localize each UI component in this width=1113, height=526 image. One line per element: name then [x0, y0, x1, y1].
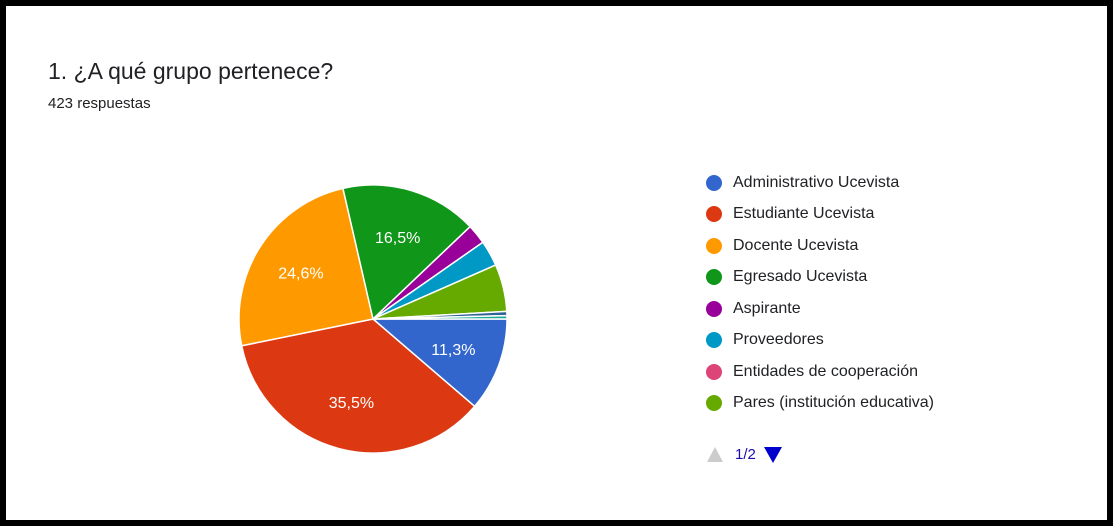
- response-count: 423 respuestas: [48, 95, 151, 112]
- legend-label: Aspirante: [733, 299, 801, 317]
- legend-item[interactable]: Estudiante Ucevista: [706, 199, 934, 231]
- pie-slice-3[interactable]: [342, 184, 472, 321]
- pager-label: 1/2: [735, 446, 756, 463]
- triangle-down-icon[interactable]: [763, 446, 782, 463]
- legend-item[interactable]: Entidades de cooperación: [706, 356, 934, 388]
- legend-label: Estudiante Ucevista: [733, 205, 875, 223]
- triangle-up-icon[interactable]: [707, 447, 723, 462]
- legend-item[interactable]: Docente Ucevista: [706, 230, 934, 262]
- question-title: 1. ¿A qué grupo pertenece?: [48, 58, 334, 84]
- pie-chart: 11,3% 35,5% 24,6% 16,5%: [238, 184, 508, 454]
- legend-label: Proveedores: [733, 331, 824, 349]
- legend-label: Pares (institución educativa): [733, 394, 934, 412]
- slice-label-3: 16,5%: [375, 230, 420, 247]
- chart-card: 1. ¿A qué grupo pertenece? 423 respuesta…: [6, 6, 1107, 520]
- slice-label-2: 24,6%: [278, 266, 323, 283]
- legend-swatch: [706, 269, 722, 286]
- legend-swatch: [706, 363, 722, 380]
- pie-slice-0[interactable]: [370, 318, 508, 408]
- slice-label-0: 11,3%: [431, 342, 475, 359]
- legend-item[interactable]: Administrativo Ucevista: [706, 167, 934, 199]
- legend-label: Entidades de cooperación: [733, 362, 919, 380]
- legend-swatch: [706, 174, 722, 191]
- legend-item[interactable]: Pares (institución educativa): [706, 388, 934, 420]
- legend-swatch: [706, 237, 722, 254]
- slice-label-1: 35,5%: [329, 395, 374, 412]
- legend-label: Egresado Ucevista: [733, 268, 868, 286]
- legend-label: Docente Ucevista: [733, 236, 859, 254]
- pie-slice-9[interactable]: [372, 314, 508, 320]
- legend-pager: 1/2: [707, 446, 782, 463]
- pie-slice-2[interactable]: [238, 187, 374, 347]
- legend-swatch: [706, 300, 722, 317]
- legend-item[interactable]: Proveedores: [706, 325, 934, 357]
- legend-item[interactable]: Aspirante: [706, 293, 934, 325]
- legend-swatch: [706, 332, 722, 349]
- legend-item[interactable]: Egresado Ucevista: [706, 262, 934, 294]
- legend-label: Administrativo Ucevista: [733, 173, 900, 191]
- legend-swatch: [706, 206, 722, 223]
- legend: Administrativo Ucevista Estudiante Ucevis…: [706, 167, 934, 419]
- legend-swatch: [706, 395, 722, 412]
- pie-slice-1[interactable]: [240, 318, 476, 454]
